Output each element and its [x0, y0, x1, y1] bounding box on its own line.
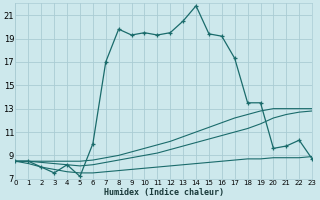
X-axis label: Humidex (Indice chaleur): Humidex (Indice chaleur) [104, 188, 224, 197]
